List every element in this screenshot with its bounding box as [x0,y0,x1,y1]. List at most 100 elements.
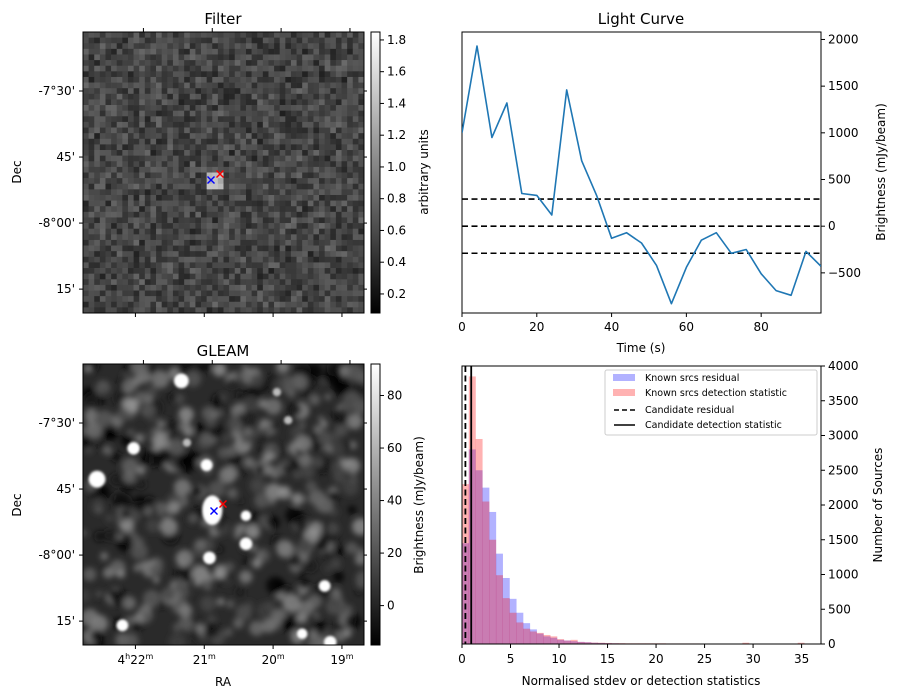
colorbar-tick-label: 0.6 [387,223,406,237]
lightcurve-xlabel: Time (s) [616,341,666,355]
filter-dec-axis: -7°30' 45' -8°00' 15' [38,84,367,296]
y-tick-label: 0 [828,637,836,651]
colorbar-tick-label: 40 [387,494,402,508]
gleam-source [127,441,140,455]
filter-ra-axis [134,28,351,317]
gleam-image[interactable] [76,358,372,653]
histogram-bar [584,642,592,644]
y-tick-label: 3000 [828,429,859,443]
filter-frame [82,31,365,314]
gleam-source [296,628,308,640]
histogram-bar [468,449,476,644]
x-tick-label: 35 [794,652,809,666]
gleam-source [272,387,282,397]
histogram-bar [536,632,544,644]
histogram-bar [604,642,612,644]
histogram-bar [591,642,599,644]
ra-tick-label: 20m [262,652,285,667]
x-tick-label: 0 [458,652,466,666]
histogram-bar [462,543,469,644]
histogram-bar [502,598,510,644]
dec-tick-label: 45' [56,482,75,496]
histogram-bar [509,612,517,644]
filter-panel: Filter -7°30'45'-8°00'15' Dec 0.20.40.60… [10,10,431,317]
histogram-bar [570,639,578,644]
filter-image[interactable] [83,32,365,314]
filter-colorbar [370,31,381,314]
gleam-colorbar-label: Brightness (mJy/beam) [412,436,426,574]
dec-tick-label: 15' [56,614,75,628]
catalog-marker-icon [219,500,227,508]
histogram-bar [495,575,503,644]
histogram-bar [797,642,805,644]
histogram-legend: Known srcs residual Known srcs detection… [604,369,818,436]
legend-swatch-detection [613,389,635,396]
histogram-bar [475,438,483,644]
gleam-xlabel: RA [215,675,232,689]
lightcurve-threshold-lines [462,198,821,255]
gleam-source [88,470,106,488]
legend-label: Known srcs residual [645,373,739,384]
x-tick-label: 0 [458,320,466,334]
ra-tick-label: 21m [193,652,216,667]
legend-swatch-residual [613,374,635,381]
histogram-bar [489,539,497,644]
histogram-candidate-lines [464,366,473,644]
gleam-source [182,438,192,447]
filter-colorbar-label: arbitrary units [417,129,431,215]
gleam-source [239,537,253,551]
dec-tick-label: 15' [56,282,75,296]
histogram-bar [742,642,750,644]
histogram-bar [495,553,503,644]
candidate-marker-icon [210,507,218,515]
histogram-bar [597,642,605,644]
lightcurve-frame [461,31,822,314]
colorbar-tick-label: 80 [387,389,402,403]
colorbar-tick-label: 1.4 [387,96,406,110]
colorbar-tick-label: 20 [387,546,402,560]
gleam-panel: GLEAM -7°30'45'-8°00'15' 4h22m 21m 20m 19m … [10,342,426,689]
lightcurve-series-line[interactable] [462,45,821,305]
ra-tick-label: 4h22m [118,652,154,667]
y-tick-label: 2000 [828,32,859,46]
colorbar-tick-label: 60 [387,441,402,455]
filter-title: Filter [204,10,242,28]
x-tick-label: 60 [679,320,694,334]
dec-tick-label: -7°30' [38,84,75,98]
legend-label: Candidate detection statistic [645,420,782,431]
histogram-bar [529,631,537,644]
histogram-bar [516,612,524,644]
lightcurve-title: Light Curve [598,10,684,28]
gleam-source [116,619,129,632]
gleam-markers [210,500,227,515]
catalog-marker-icon [216,170,224,178]
histogram-bar [468,376,476,644]
histogram-bar [543,634,551,644]
candidate-marker-icon [207,176,215,184]
colorbar-tick-label: 0 [387,599,395,613]
gleam-colorbar-ticks: 0 20 40 60 80 [380,389,402,613]
histogram-xlabel: Normalised stdev or detection statistics [522,674,761,688]
histogram-bar [516,622,524,644]
y-tick-label: −500 [828,266,861,280]
x-tick-label: 80 [754,320,769,334]
colorbar-tick-label: 1.2 [387,128,406,142]
y-tick-label: 500 [828,602,851,616]
histogram-bar [509,598,517,644]
x-tick-label: 5 [507,652,515,666]
gleam-source [283,415,293,425]
histogram-bar [462,484,469,644]
lightcurve-ylabel: Brightness (mJy/beam) [874,103,888,241]
histogram-bar [529,629,537,644]
dec-tick-label: -8°00' [38,548,75,562]
histogram-bar [570,641,578,644]
histogram-bar [577,641,585,644]
histogram-bar [563,640,571,644]
legend-label: Candidate residual [645,405,734,416]
legend-entry-residual: Known srcs residual [613,373,739,384]
histogram-panel: 0 5 10 15 20 25 30 35 0 500 1000 1500 2000 2500 3000 3… [458,359,885,688]
histogram-bar [489,511,497,644]
gleam-frame [82,363,365,646]
colorbar-tick-label: 0.8 [387,192,406,206]
